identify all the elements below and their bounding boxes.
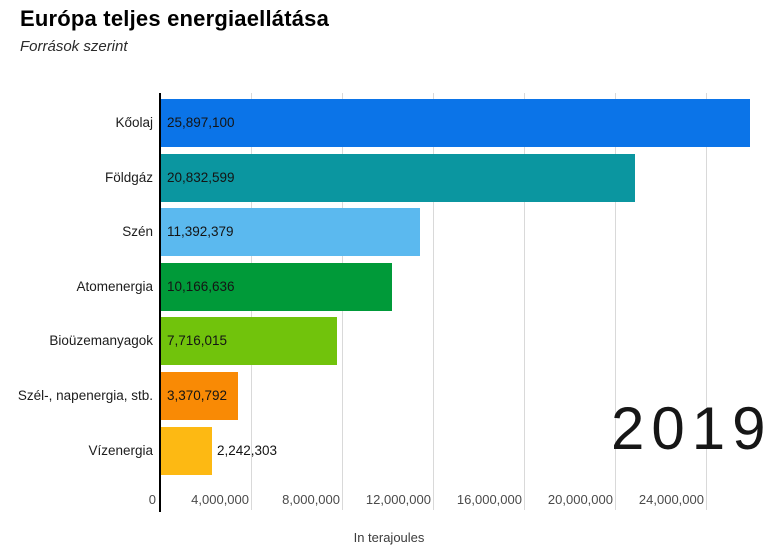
gridline — [523, 93, 525, 510]
bar-row: Szén 11,392,379 — [0, 208, 778, 257]
gridline — [705, 93, 707, 510]
bar-foldgaz — [161, 153, 635, 202]
bar-szel-napenergia-stb — [161, 372, 238, 420]
bar-row: Vízenergia 2,242,303 — [0, 426, 778, 475]
category-label-szen: Szén — [122, 224, 153, 240]
chart-subtitle: Források szerint — [20, 38, 128, 55]
category-label-foldgaz: Földgáz — [104, 169, 153, 185]
bar-koolaj — [161, 99, 751, 147]
bar-row: Atomenergia 10,166,636 — [0, 262, 778, 311]
x-tick-label: 8,000,000 — [282, 492, 340, 507]
bar-atomenergia — [161, 262, 393, 311]
x-tick-label: 12,000,000 — [365, 492, 431, 507]
chart-title: Európa teljes energiaellátása — [20, 6, 330, 31]
x-tick-label: 0 — [148, 492, 156, 507]
value-label: 3,370,792 — [167, 388, 228, 403]
category-label-szel-napenergia-stb: Szél-, napenergia, stb. — [17, 388, 153, 403]
bar-row: Bioüzemanyagok 7,716,015 — [0, 317, 778, 366]
bar-vizenergia — [161, 426, 212, 475]
bar-biouzemanyagok — [161, 317, 337, 366]
category-label-koolaj: Kőolaj — [115, 115, 153, 130]
bar-szen — [161, 208, 421, 257]
value-label: 20,832,599 — [167, 169, 235, 185]
x-tick-label: 20,000,000 — [547, 492, 613, 507]
x-tick-label: 24,000,000 — [638, 492, 704, 507]
gridline — [432, 93, 434, 510]
y-axis-line — [159, 93, 161, 512]
value-label: 2,242,303 — [217, 442, 278, 458]
bar-row: Szél-, napenergia, stb. 3,370,792 — [0, 372, 778, 420]
gridline — [614, 93, 616, 510]
value-label: 10,166,636 — [167, 278, 235, 294]
value-label: 25,897,100 — [167, 115, 235, 130]
x-tick-label: 4,000,000 — [191, 492, 249, 507]
year-annotation: 2019 — [611, 395, 773, 462]
x-tick-label: 16,000,000 — [456, 492, 522, 507]
value-label: 11,392,379 — [167, 224, 234, 240]
category-label-atomenergia: Atomenergia — [76, 278, 153, 294]
bar-row: Földgáz 20,832,599 — [0, 153, 778, 202]
category-label-biouzemanyagok: Bioüzemanyagok — [49, 333, 153, 349]
value-label: 7,716,015 — [167, 333, 228, 349]
bar-row: Kőolaj 25,897,100 — [0, 99, 778, 147]
category-label-vizenergia: Vízenergia — [88, 442, 153, 458]
x-axis-label: In terajoules — [353, 530, 425, 545]
